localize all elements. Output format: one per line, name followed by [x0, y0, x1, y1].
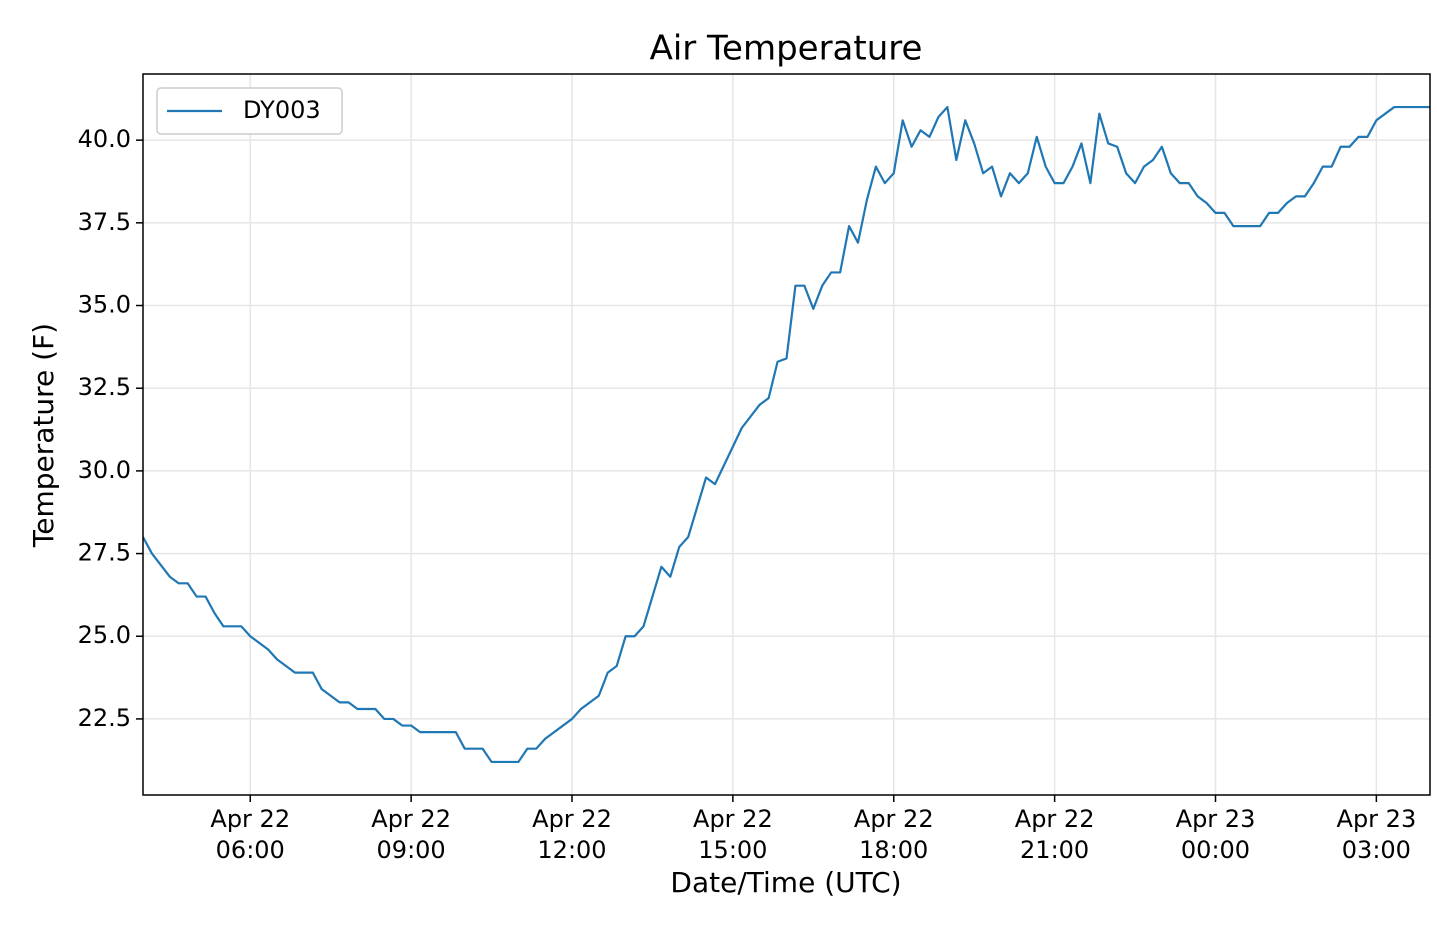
tick-label-line: Apr 22 — [371, 805, 451, 833]
tick-label-line: 21:00 — [1020, 836, 1089, 864]
x-tick-label: Apr 22 06:00 — [210, 805, 290, 864]
x-tick-label: Apr 23 00:00 — [1176, 805, 1256, 864]
tick-label-line: 15:00 — [698, 836, 767, 864]
tick-label-line: Apr 23 — [1176, 805, 1256, 833]
grid — [143, 74, 1430, 795]
legend-box — [156, 87, 343, 135]
tick-label-line: 00:00 — [1181, 836, 1250, 864]
x-tick-label: Apr 22 12:00 — [532, 805, 612, 864]
tick-label-line: Apr 22 — [1015, 805, 1095, 833]
x-tick-label: Apr 23 03:00 — [1337, 805, 1417, 864]
tick-label-line: 12:00 — [537, 836, 606, 864]
axes-frame — [142, 73, 1431, 796]
tick-label-line: 18:00 — [859, 836, 928, 864]
legend: DY003 — [156, 87, 343, 135]
tick-label-line: 03:00 — [1342, 836, 1411, 864]
x-axis-label: Date/Time (UTC) — [670, 866, 901, 899]
x-tick-label: Apr 22 09:00 — [371, 805, 451, 864]
tick-label-line: Apr 22 — [532, 805, 612, 833]
y-tick-label: 40.0 — [78, 125, 131, 153]
tick-label-line: 09:00 — [377, 836, 446, 864]
ticks: 22.5 25.0 27.5 30.0 32.5 35.0 37.5 40.0 Apr 22 06… — [78, 125, 1417, 864]
x-tick-label: Apr 22 21:00 — [1015, 805, 1095, 864]
tick-label-line: Apr 22 — [693, 805, 773, 833]
tick-label-line: Apr 22 — [210, 805, 290, 833]
data-line — [142, 105, 1430, 764]
tick-label-line: Apr 22 — [854, 805, 934, 833]
chart-title: Air Temperature — [650, 29, 923, 69]
y-tick-label: 32.5 — [78, 373, 131, 401]
y-axis-label: Temperature (F) — [27, 323, 60, 548]
y-tick-label: 27.5 — [78, 539, 131, 567]
tick-label-line: Apr 23 — [1337, 805, 1417, 833]
tick-label-line: 06:00 — [216, 836, 285, 864]
y-tick-label: 25.0 — [78, 621, 131, 649]
y-tick-label: 35.0 — [78, 291, 131, 319]
plot-area — [142, 105, 1430, 764]
y-tick-label: 22.5 — [78, 704, 131, 732]
y-tick-label: 37.5 — [78, 208, 131, 236]
y-tick-label: 30.0 — [78, 456, 131, 484]
x-tick-label: Apr 22 18:00 — [854, 805, 934, 864]
legend-label: DY003 — [243, 96, 321, 124]
x-tick-label: Apr 22 15:00 — [693, 805, 773, 864]
